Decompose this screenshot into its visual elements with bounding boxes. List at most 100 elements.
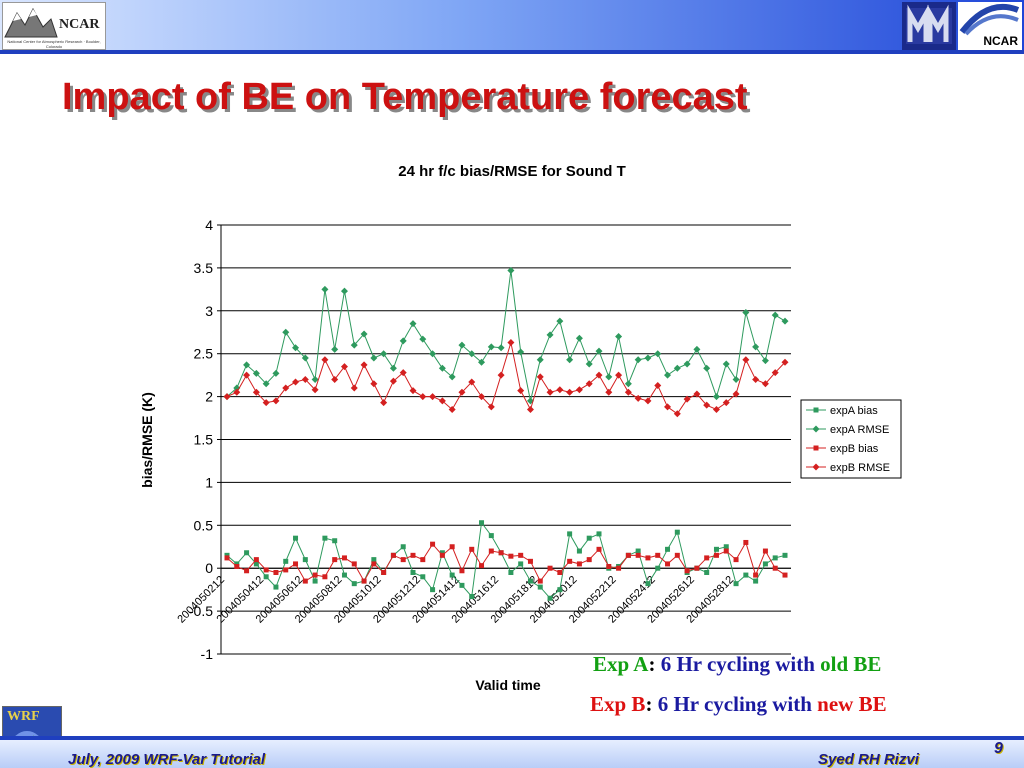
- data-point: [371, 557, 377, 563]
- data-point: [233, 384, 241, 392]
- data-point: [595, 347, 603, 355]
- data-point: [340, 287, 348, 295]
- data-point: [537, 584, 543, 590]
- data-point: [733, 557, 739, 563]
- data-point: [752, 343, 760, 351]
- chart-title: 24 hr f/c bias/RMSE for Sound T: [398, 163, 626, 180]
- data-point: [361, 578, 367, 584]
- data-point: [655, 552, 661, 558]
- data-point: [293, 535, 299, 541]
- data-point: [262, 399, 270, 407]
- data-point: [234, 563, 240, 569]
- legend-marker: [813, 445, 819, 451]
- data-point: [390, 552, 396, 558]
- series-expb-bias: [224, 539, 788, 584]
- data-point: [703, 364, 711, 372]
- data-point: [302, 578, 308, 584]
- x-tick-label: 2004050412: [215, 574, 267, 626]
- data-point: [233, 388, 241, 396]
- data-point: [673, 364, 681, 372]
- data-point: [429, 350, 437, 358]
- data-point: [733, 581, 739, 587]
- ncar-logo-text: NCAR: [59, 17, 100, 32]
- data-point: [771, 311, 779, 319]
- data-point: [469, 594, 475, 600]
- chart-axes: 43.532.521.510.50-0.5-120040502122004050…: [175, 217, 791, 662]
- data-point: [293, 561, 299, 567]
- data-point: [761, 380, 769, 388]
- data-point: [596, 531, 602, 537]
- data-point: [596, 546, 602, 552]
- data-point: [487, 403, 495, 411]
- data-point: [350, 384, 358, 392]
- data-point: [536, 373, 544, 381]
- chart-legend: expA bias expA RMSE expB bias expB RMSE: [800, 399, 902, 479]
- data-point: [546, 388, 554, 396]
- data-point: [479, 520, 485, 526]
- data-point: [380, 350, 388, 358]
- x-axis-label: Valid time: [475, 677, 541, 693]
- x-tick-label: 2004052812: [684, 574, 736, 626]
- y-axis-label: bias/RMSE (K): [139, 392, 155, 488]
- data-point: [439, 550, 445, 556]
- data-point: [665, 561, 671, 567]
- data-point: [557, 569, 563, 575]
- data-point: [410, 552, 416, 558]
- data-point: [566, 388, 574, 396]
- data-point: [301, 354, 309, 362]
- data-point: [252, 388, 260, 396]
- data-point: [683, 360, 691, 368]
- data-point: [311, 375, 319, 383]
- data-point: [635, 552, 641, 558]
- x-tick-label: 2004051212: [371, 574, 423, 626]
- data-point: [498, 550, 504, 556]
- data-point: [518, 561, 524, 567]
- data-point: [508, 569, 514, 575]
- data-point: [360, 361, 368, 369]
- slide-footer: July, 2009 WRF-Var Tutorial Syed RH Rizv…: [0, 740, 1024, 768]
- data-point: [713, 546, 719, 552]
- legend-marker: [812, 463, 820, 471]
- data-point: [302, 557, 308, 563]
- data-point: [400, 544, 406, 550]
- series-expa-rmse: [223, 266, 789, 405]
- data-point: [234, 561, 240, 567]
- data-point: [429, 393, 437, 401]
- data-point: [410, 569, 416, 575]
- data-point: [753, 578, 759, 584]
- data-point: [243, 361, 251, 369]
- data-point: [243, 371, 251, 379]
- data-point: [723, 548, 729, 554]
- data-point: [449, 572, 455, 578]
- data-point: [605, 388, 613, 396]
- series-line: [226, 342, 786, 415]
- data-point: [478, 358, 486, 366]
- data-point: [438, 364, 446, 372]
- series-line: [226, 270, 786, 402]
- data-point: [606, 563, 612, 569]
- data-point: [311, 386, 319, 394]
- slide-title: Impact of BE on Temperature forecast: [62, 76, 748, 118]
- data-point: [322, 574, 328, 580]
- data-point: [497, 344, 505, 352]
- data-point: [732, 390, 740, 398]
- data-point: [615, 333, 623, 341]
- data-point: [244, 550, 250, 556]
- data-point: [752, 375, 760, 383]
- data-point: [576, 561, 582, 567]
- data-point: [527, 578, 533, 584]
- ncar-logo: NCAR National Center for Atmospheric Res…: [2, 2, 106, 50]
- data-point: [527, 558, 533, 564]
- ncar-right-logo: NCAR: [958, 2, 1022, 50]
- data-point: [272, 397, 280, 405]
- data-point: [332, 538, 338, 544]
- data-point: [399, 337, 407, 345]
- series-expb-rmse: [223, 339, 789, 418]
- data-point: [674, 529, 680, 535]
- data-point: [712, 393, 720, 401]
- x-tick-label: 2004051012: [332, 574, 384, 626]
- data-point: [684, 568, 690, 574]
- footer-tutorial-label: July, 2009 WRF-Var Tutorial: [68, 751, 265, 768]
- data-point: [498, 550, 504, 556]
- data-point: [683, 395, 691, 403]
